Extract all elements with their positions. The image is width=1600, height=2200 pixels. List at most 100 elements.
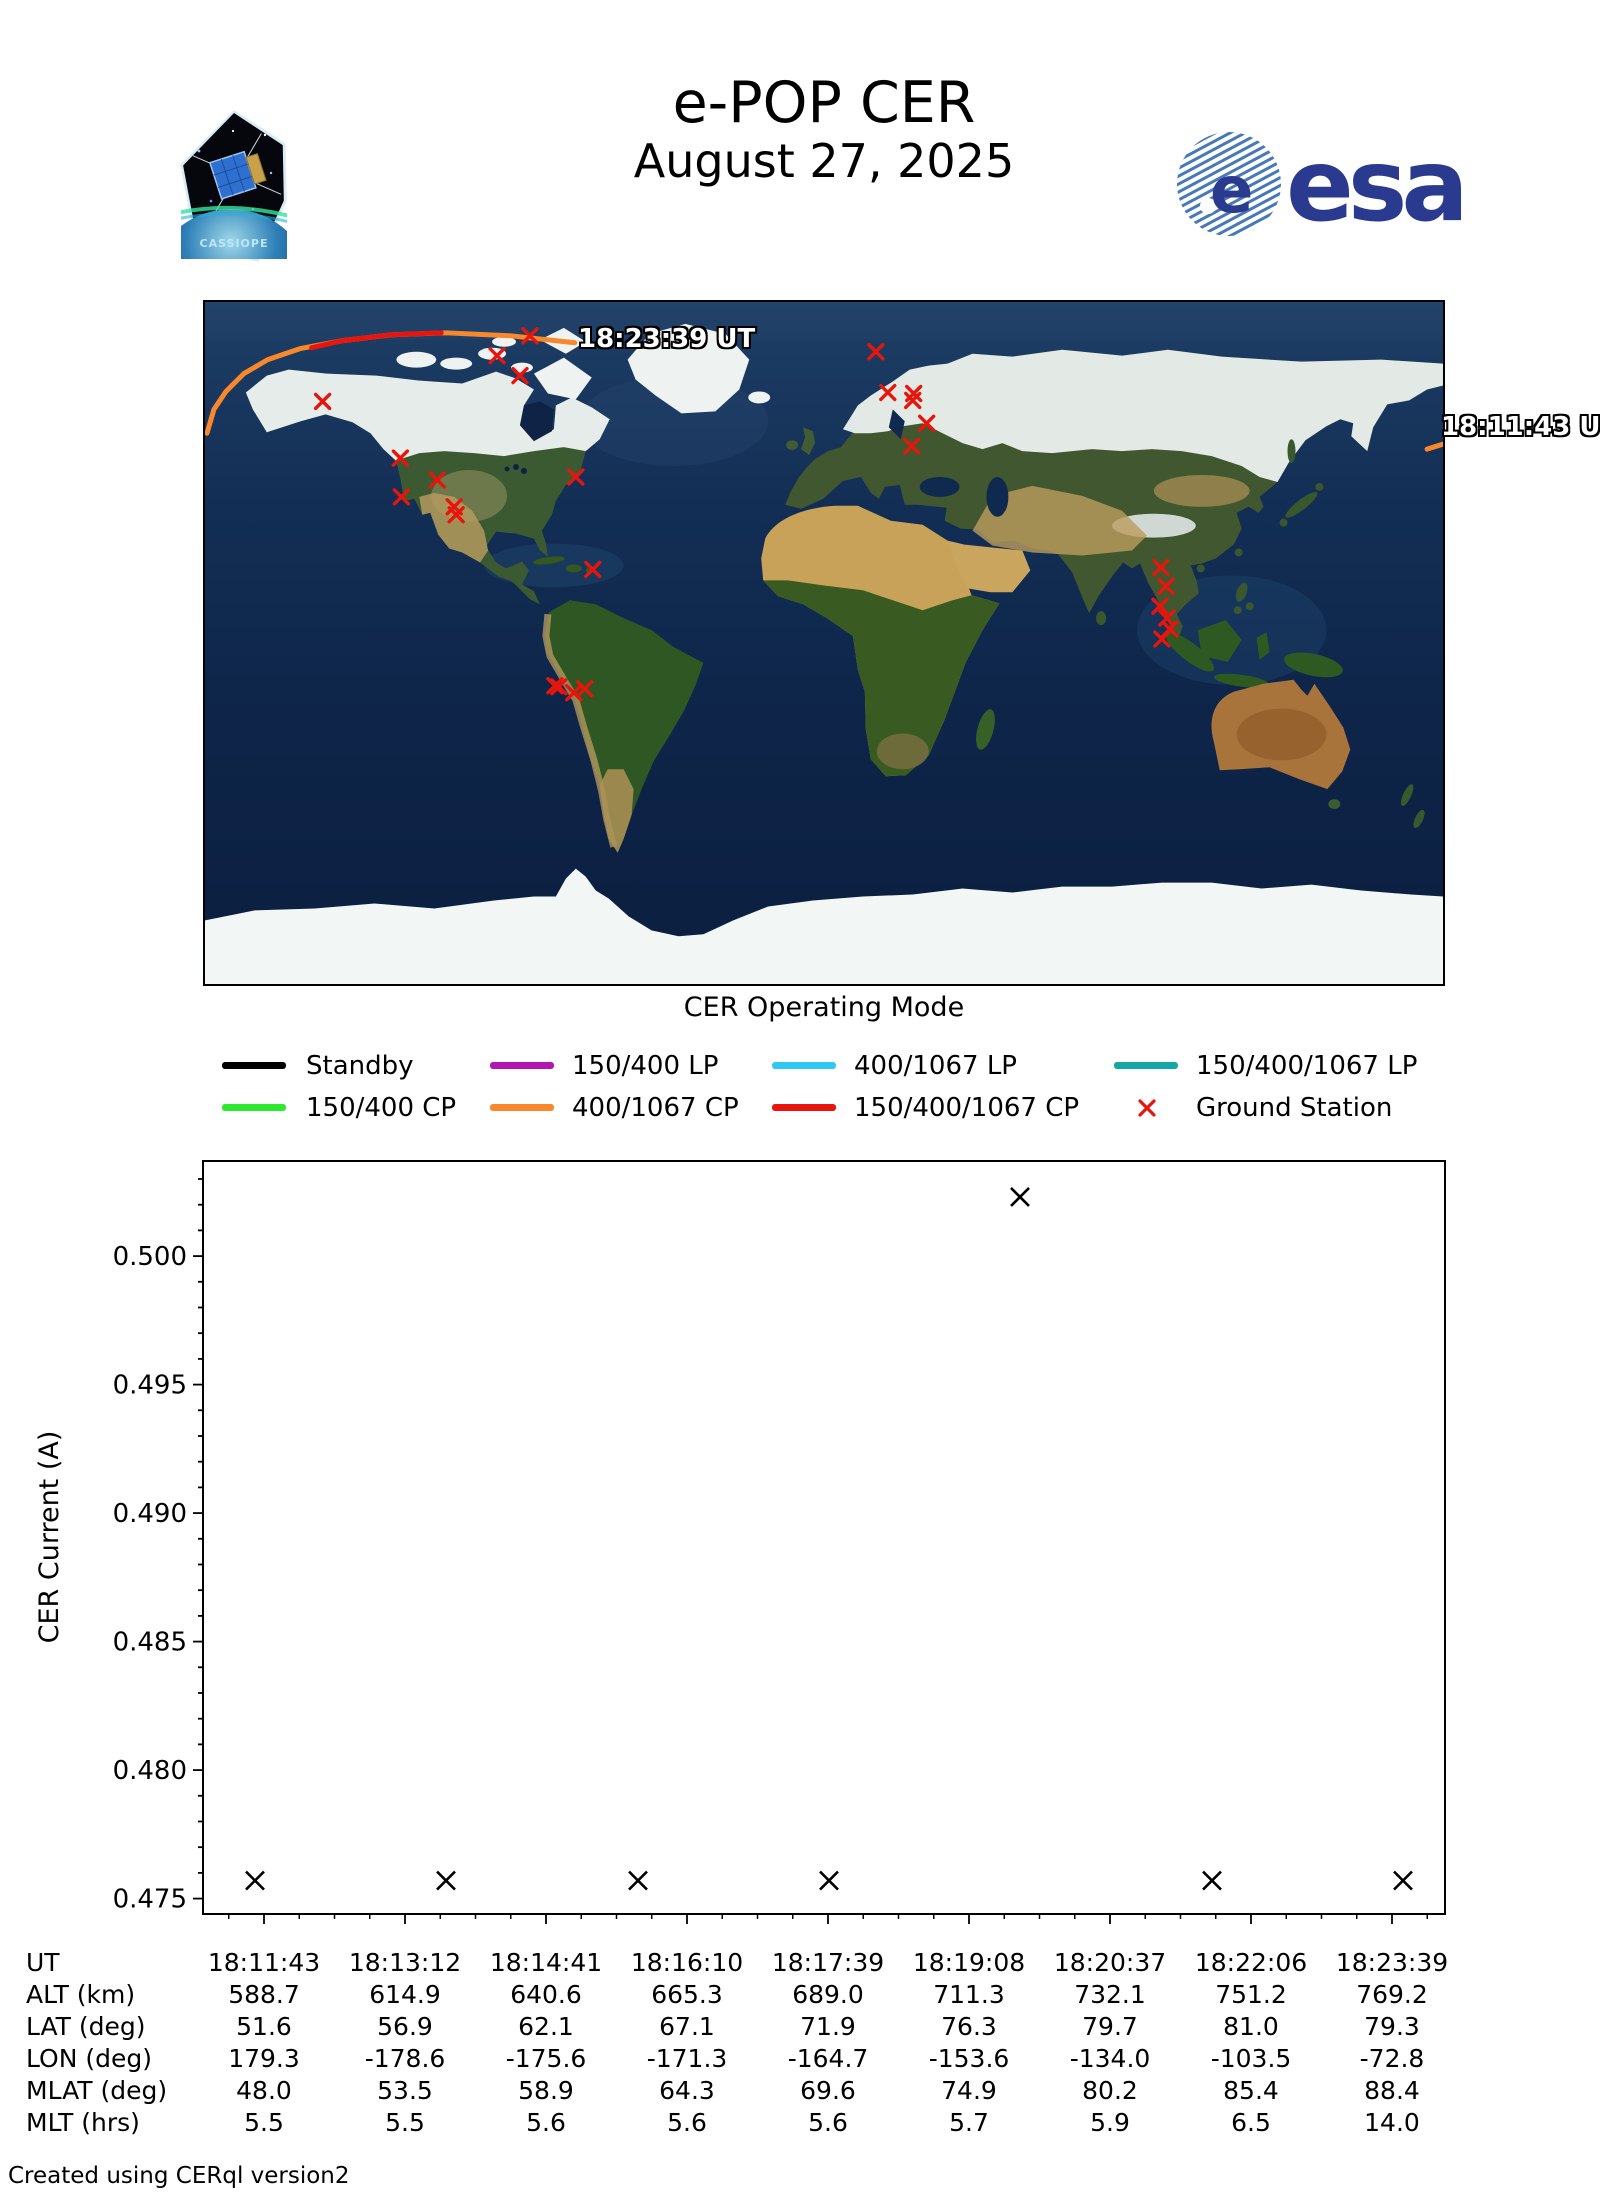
svg-text:e: e bbox=[1210, 154, 1253, 228]
legend-label-150-400-lp: 150/400 LP bbox=[572, 1051, 719, 1081]
y-tick-label: 0.485 bbox=[113, 1628, 187, 1658]
ground-station-marker bbox=[511, 366, 529, 385]
table-cell: 5.7 bbox=[949, 2108, 989, 2137]
ground-track-stub bbox=[1424, 441, 1443, 452]
table-cell: 689.0 bbox=[792, 1980, 864, 2009]
map-time-label-start: 18:11:43 UT bbox=[1441, 412, 1600, 442]
legend-label-standby: Standby bbox=[306, 1051, 414, 1081]
cassiope-mission-patch: CASSIOPE bbox=[178, 110, 290, 262]
ground-station-marker bbox=[550, 678, 568, 696]
ground-station-marker bbox=[428, 471, 446, 489]
table-cell: -72.8 bbox=[1359, 2044, 1425, 2073]
table-cell: 69.6 bbox=[800, 2076, 856, 2105]
table-cell: 48.0 bbox=[236, 2076, 292, 2105]
table-cell: 751.2 bbox=[1215, 1980, 1287, 2009]
table-cell: 18:16:10 bbox=[630, 1948, 744, 1977]
legend-swatch-150-400-1067-lp bbox=[1114, 1062, 1178, 1069]
y-tick-label: 0.495 bbox=[113, 1371, 187, 1401]
table-cell: 5.6 bbox=[667, 2108, 707, 2137]
table-row-label-ut: UT bbox=[26, 1948, 60, 1977]
data-point-marker bbox=[1010, 1187, 1030, 1207]
table-cell: 51.6 bbox=[236, 2012, 292, 2041]
table-cell: 62.1 bbox=[518, 2012, 574, 2041]
legend-title: CER Operating Mode bbox=[683, 992, 965, 1023]
legend-swatch-150-400-1067-cp bbox=[772, 1104, 836, 1111]
table-cell: 18:14:41 bbox=[489, 1948, 603, 1977]
ground-station-marker bbox=[392, 488, 411, 506]
legend-swatch-150-400-cp bbox=[222, 1104, 286, 1111]
table-cell: -164.7 bbox=[787, 2044, 869, 2073]
ground-station-marker bbox=[867, 343, 885, 361]
plot-box bbox=[202, 1160, 1446, 1915]
table-cell: 67.1 bbox=[659, 2012, 715, 2041]
ground-station-marker bbox=[879, 383, 897, 402]
table-cell: 74.9 bbox=[941, 2076, 997, 2105]
ground-station-marker bbox=[488, 347, 506, 365]
ground-station-marker bbox=[904, 391, 922, 410]
y-tick-label: 0.490 bbox=[113, 1499, 187, 1529]
ground-station-marker bbox=[546, 677, 564, 695]
patch-art: CASSIOPE bbox=[181, 129, 287, 259]
table-row-label-lon-deg-: LON (deg) bbox=[26, 2044, 152, 2073]
table-cell: 179.3 bbox=[228, 2044, 300, 2073]
satellite-icon bbox=[192, 133, 282, 217]
table-cell: 18:22:06 bbox=[1194, 1948, 1308, 1977]
table-cell: 76.3 bbox=[941, 2012, 997, 2041]
world-map-art bbox=[205, 302, 1443, 984]
table-cell: 711.3 bbox=[933, 1980, 1005, 2009]
footer-credit: Created using CERql version2 bbox=[8, 2163, 350, 2189]
data-point-marker bbox=[436, 1870, 456, 1891]
page-date: August 27, 2025 bbox=[633, 134, 1015, 188]
legend-label-150-400-1067-cp: 150/400/1067 CP bbox=[854, 1093, 1080, 1123]
esa-wordmark: esa bbox=[1286, 127, 1463, 244]
table-cell: 64.3 bbox=[659, 2076, 715, 2105]
table-cell: 588.7 bbox=[228, 1980, 300, 2009]
table-cell: 6.5 bbox=[1231, 2108, 1271, 2137]
table-cell: 85.4 bbox=[1223, 2076, 1279, 2105]
y-tick-label: 0.500 bbox=[113, 1242, 187, 1272]
y-tick-label: 0.475 bbox=[113, 1885, 187, 1915]
table-cell: 5.6 bbox=[526, 2108, 566, 2137]
table-cell: 56.9 bbox=[377, 2012, 433, 2041]
table-cell: 79.3 bbox=[1364, 2012, 1420, 2041]
data-point-marker bbox=[245, 1870, 265, 1891]
ground-track-red-segment bbox=[309, 330, 444, 351]
ground-station-marker bbox=[584, 560, 602, 579]
map-overlay bbox=[205, 327, 1443, 702]
table-cell: -103.5 bbox=[1210, 2044, 1292, 2073]
ground-station-marker bbox=[313, 392, 332, 411]
ground-station-marker bbox=[1157, 577, 1175, 595]
map-time-label-end: 18:23:39 UT bbox=[578, 324, 756, 354]
table-cell: 81.0 bbox=[1223, 2012, 1279, 2041]
ground-station-marker bbox=[576, 680, 594, 698]
legend-swatch-400-1067-lp bbox=[772, 1062, 836, 1069]
data-point-marker bbox=[819, 1870, 839, 1891]
table-cell: 5.9 bbox=[1090, 2108, 1130, 2137]
table-cell: 614.9 bbox=[369, 1980, 441, 2009]
table-cell: 5.6 bbox=[808, 2108, 848, 2137]
table-cell: 58.9 bbox=[518, 2076, 574, 2105]
ground-station-marker bbox=[917, 414, 936, 432]
table-cell: 640.6 bbox=[510, 1980, 582, 2009]
ground-station-marker bbox=[521, 327, 539, 345]
data-point-marker bbox=[628, 1870, 648, 1891]
legend-label-400-1067-cp: 400/1067 CP bbox=[572, 1093, 739, 1123]
ground-track bbox=[205, 330, 578, 436]
table-cell: 80.2 bbox=[1082, 2076, 1138, 2105]
table-cell: 5.5 bbox=[385, 2108, 425, 2137]
table-cell: 732.1 bbox=[1074, 1980, 1146, 2009]
table-cell: 18:11:43 bbox=[207, 1948, 321, 1977]
legend-label-150-400-1067-lp: 150/400/1067 LP bbox=[1196, 1051, 1418, 1081]
table-cell: -175.6 bbox=[505, 2044, 587, 2073]
ground-station-marker bbox=[447, 506, 465, 524]
table-cell: 18:13:12 bbox=[348, 1948, 462, 1977]
patch-text: CASSIOPE bbox=[200, 237, 269, 250]
table-cell: 769.2 bbox=[1356, 1980, 1428, 2009]
ground-station-marker bbox=[391, 449, 410, 467]
table-cell: -178.6 bbox=[364, 2044, 446, 2073]
ground-station-marker bbox=[1153, 630, 1171, 648]
table-cell: 665.3 bbox=[651, 1980, 723, 2009]
data-point-marker bbox=[1393, 1870, 1413, 1891]
table-cell: -134.0 bbox=[1069, 2044, 1151, 2073]
table-row-label-alt-km-: ALT (km) bbox=[26, 1980, 136, 2009]
